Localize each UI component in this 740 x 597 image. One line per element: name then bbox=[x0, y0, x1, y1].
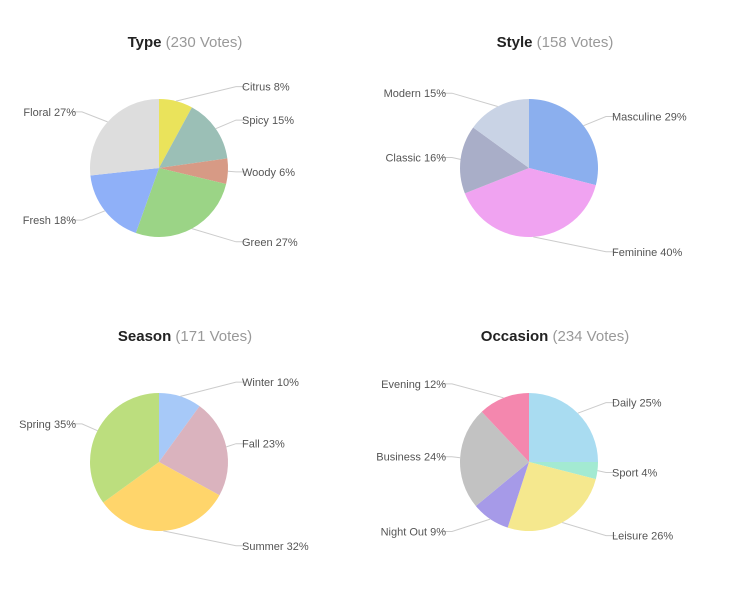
slice-label: Masculine 29% bbox=[612, 112, 687, 124]
pie-slice[interactable] bbox=[475, 462, 529, 528]
slice-connector-line bbox=[577, 402, 616, 414]
pie-svg: Citrus 8% Spicy 15% Woody 6% Green 27% Fresh… bbox=[23, 82, 298, 249]
chart-vote-count: (158 Votes) bbox=[536, 34, 614, 51]
pie-slice[interactable] bbox=[159, 406, 229, 496]
slice-label: Modern 15% bbox=[384, 88, 447, 100]
pie-slice[interactable] bbox=[464, 168, 596, 237]
chart-title-name: Type bbox=[127, 34, 162, 51]
slice-label: Leisure 26% bbox=[612, 531, 673, 543]
slice-label: Business 24% bbox=[376, 452, 446, 464]
slice-label: Night Out 9% bbox=[381, 526, 447, 538]
pie-svg: Winter 10% Fall 23% Summer 32% Spring 35% bbox=[19, 377, 309, 553]
chart-vote-count: (230 Votes) bbox=[165, 34, 243, 51]
slice-connector-line bbox=[72, 111, 108, 123]
slice-connector-line bbox=[72, 423, 98, 432]
slice-connector-line bbox=[72, 210, 106, 221]
slice-label: Fresh 18% bbox=[23, 215, 76, 227]
slice-label: Evening 12% bbox=[381, 379, 446, 391]
style-chart: Style (158 Votes) Masculine 29% Feminine … bbox=[370, 0, 740, 298]
season-chart: Season (171 Votes) Winter 10% Fall 23% Sum… bbox=[0, 294, 370, 592]
slice-connector-line bbox=[442, 92, 498, 107]
slice-label: Classic 16% bbox=[385, 152, 446, 164]
chart-title: Season (171 Votes) bbox=[0, 328, 370, 346]
pie-slice[interactable] bbox=[459, 411, 529, 506]
slice-label: Green 27% bbox=[242, 237, 298, 249]
slice-connector-line bbox=[163, 530, 246, 547]
slice-connector-line bbox=[583, 116, 616, 127]
slice-label: Woody 6% bbox=[242, 167, 295, 179]
pie-slice[interactable] bbox=[90, 168, 159, 233]
slice-connector-line bbox=[227, 170, 246, 173]
slice-connector-line bbox=[442, 383, 504, 399]
pie-slice[interactable] bbox=[507, 462, 596, 531]
slice-connector-line bbox=[533, 236, 616, 253]
slice-label: Floral 27% bbox=[23, 107, 76, 119]
slice-label: Fall 23% bbox=[242, 439, 285, 451]
pie-slice[interactable] bbox=[159, 99, 192, 168]
chart-title: Occasion (234 Votes) bbox=[370, 328, 740, 346]
type-chart: Type (230 Votes) Citrus 8% Spicy 15% Woody… bbox=[0, 0, 370, 298]
slice-label: Feminine 40% bbox=[612, 247, 683, 259]
slice-label: Sport 4% bbox=[612, 468, 657, 480]
slice-connector-line bbox=[191, 228, 246, 243]
chart-vote-count: (234 Votes) bbox=[552, 328, 630, 345]
chart-vote-count: (171 Votes) bbox=[175, 328, 253, 345]
chart-title-name: Occasion bbox=[480, 328, 549, 345]
chart-title-name: Style bbox=[496, 34, 533, 51]
slice-connector-line bbox=[180, 381, 246, 397]
pie-slice[interactable] bbox=[473, 99, 529, 168]
slice-connector-line bbox=[175, 86, 246, 102]
pie-slice[interactable] bbox=[529, 393, 598, 462]
pie-svg: Daily 25% Sport 4% Leisure 26% Night Out 9%… bbox=[376, 379, 673, 543]
pie-slice[interactable] bbox=[90, 99, 159, 176]
slice-label: Citrus 8% bbox=[242, 82, 290, 94]
slice-label: Daily 25% bbox=[612, 398, 662, 410]
chart-title: Type (230 Votes) bbox=[0, 34, 370, 52]
chart-title-name: Season bbox=[117, 328, 172, 345]
chart-title: Style (158 Votes) bbox=[370, 34, 740, 52]
slice-connector-line bbox=[562, 522, 616, 537]
pie-slice[interactable] bbox=[529, 99, 598, 186]
occasion-chart: Occasion (234 Votes) Daily 25% Sport 4% Le… bbox=[370, 294, 740, 592]
pie-slice[interactable] bbox=[159, 107, 228, 168]
pie-slice[interactable] bbox=[103, 462, 220, 532]
pie-slice[interactable] bbox=[460, 127, 529, 194]
pie-slice[interactable] bbox=[90, 393, 159, 503]
slice-connector-line bbox=[226, 443, 246, 448]
slice-connector-line bbox=[597, 470, 616, 473]
slice-label: Spring 35% bbox=[19, 419, 76, 431]
slice-connector-line bbox=[215, 119, 246, 130]
slice-connector-line bbox=[442, 456, 461, 459]
pie-slice[interactable] bbox=[159, 393, 200, 462]
slice-label: Summer 32% bbox=[242, 541, 309, 553]
pie-svg: Masculine 29% Feminine 40% Classic 16% Mode… bbox=[384, 88, 687, 259]
slice-connector-line bbox=[442, 518, 491, 532]
slice-connector-line bbox=[442, 157, 461, 160]
pie-slice[interactable] bbox=[481, 393, 529, 462]
slice-label: Winter 10% bbox=[242, 377, 299, 389]
slice-label: Spicy 15% bbox=[242, 115, 294, 127]
pie-slice[interactable] bbox=[529, 462, 598, 480]
pie-slice[interactable] bbox=[159, 158, 229, 184]
pie-slice[interactable] bbox=[135, 168, 227, 237]
